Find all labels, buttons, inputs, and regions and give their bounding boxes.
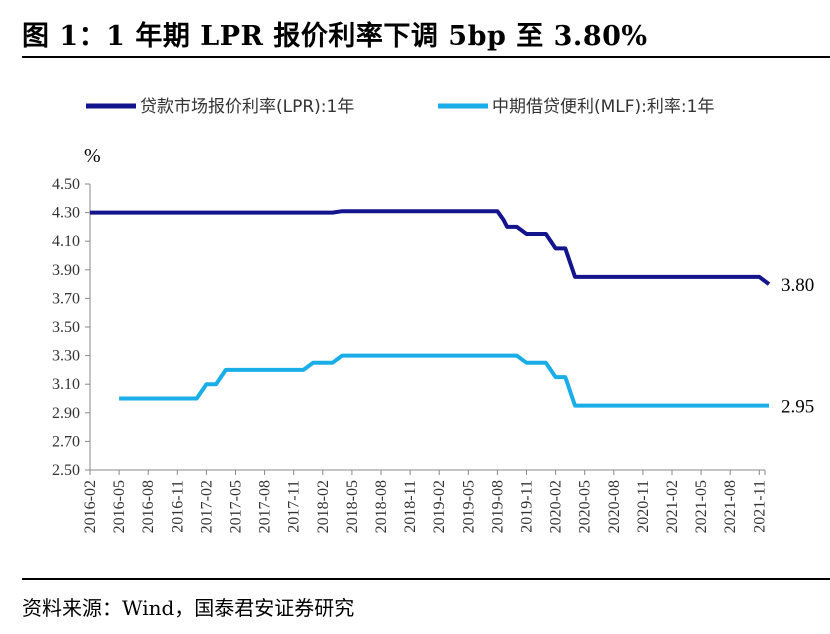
series-group — [90, 209, 771, 408]
x-tick-label: 2018-08 — [373, 480, 390, 533]
y-tick-label: 4.50 — [52, 176, 80, 193]
y-tick-label: 4.30 — [52, 205, 80, 222]
mlf-line — [119, 353, 769, 408]
x-tick-label: 2019-08 — [489, 480, 506, 533]
x-tick-label: 2016-05 — [111, 480, 128, 533]
x-tick-label: 2017-11 — [286, 480, 303, 533]
x-tick-label: 2020-08 — [606, 480, 623, 533]
x-tick-label: 2017-08 — [257, 480, 274, 533]
source-note: 资料来源：Wind，国泰君安证券研究 — [22, 596, 355, 620]
x-tick-label: 2020-05 — [577, 480, 594, 533]
x-tick-label: 2020-11 — [635, 480, 652, 533]
y-tick-label: 3.50 — [52, 319, 80, 336]
y-tick-label: 3.10 — [52, 376, 80, 393]
y-tick-label: 2.90 — [52, 405, 80, 422]
end-labels: 3.80 2.95 — [781, 275, 814, 418]
legend-label-mlf: 中期借贷便利(MLF):利率:1年 — [492, 97, 714, 117]
x-tick-label: 2016-02 — [82, 480, 99, 533]
x-tick-label: 2021-11 — [751, 480, 768, 533]
x-tick-label: 2018-02 — [315, 480, 332, 533]
y-tick-label: 3.90 — [52, 262, 80, 279]
x-tick-label: 2019-05 — [460, 480, 477, 533]
x-axis: 2016-02 2016-05 2016-08 2016-11 2017-02 2017-… — [82, 469, 768, 533]
lpr-line — [90, 209, 771, 286]
lpr-end-label: 3.80 — [781, 275, 814, 296]
mlf-end-label: 2.95 — [781, 397, 814, 418]
figure-title: 图 1：1 年期 LPR 报价利率下调 5bp 至 3.80% — [22, 21, 648, 52]
y-tick-label: 2.70 — [52, 433, 80, 450]
y-tick-label: 3.30 — [52, 348, 80, 365]
y-axis: 4.50 4.30 4.10 3.90 3.70 3.50 3.30 3.10 2.90 2.70… — [52, 176, 91, 479]
x-tick-label: 2019-11 — [519, 480, 536, 533]
y-tick-label: 2.50 — [52, 462, 80, 479]
y-tick-label: 3.70 — [52, 290, 80, 307]
y-axis-unit: % — [84, 145, 101, 167]
x-tick-label: 2018-05 — [344, 480, 361, 533]
y-tick-label: 4.10 — [52, 233, 80, 250]
x-tick-label: 2016-11 — [169, 480, 186, 533]
legend: 贷款市场报价利率(LPR):1年 中期借贷便利(MLF):利率:1年 — [86, 97, 714, 117]
x-tick-label: 2019-02 — [431, 480, 448, 533]
x-tick-label: 2018-11 — [402, 480, 419, 533]
x-tick-label: 2017-05 — [228, 480, 245, 533]
top-rule — [22, 56, 830, 58]
x-tick-label: 2021-02 — [664, 480, 681, 533]
x-tick-label: 2020-02 — [548, 480, 565, 533]
legend-label-lpr: 贷款市场报价利率(LPR):1年 — [140, 97, 354, 117]
x-tick-label: 2017-02 — [198, 480, 215, 533]
bottom-rule — [22, 578, 830, 580]
x-tick-label: 2016-08 — [140, 480, 157, 533]
x-tick-label: 2021-05 — [693, 480, 710, 533]
x-tick-label: 2021-08 — [722, 480, 739, 533]
